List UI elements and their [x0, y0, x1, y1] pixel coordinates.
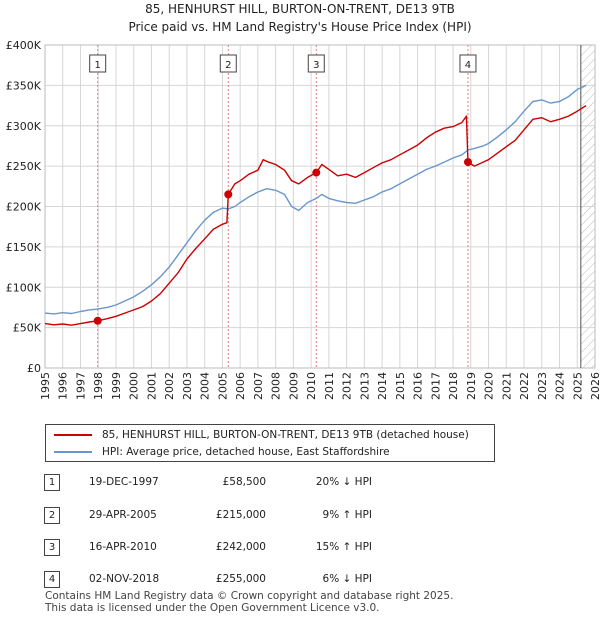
x-tick-label: 2006 [234, 372, 247, 400]
x-tick-label: 2023 [536, 372, 549, 400]
sale-number-box [89, 54, 107, 73]
transaction-price: £58,500 [222, 476, 266, 488]
x-tick-label: 2018 [447, 372, 460, 400]
transaction-hpi: 20% ↓ HPI [315, 476, 372, 488]
x-tick-label: 2011 [323, 372, 336, 400]
price-chart: £0 £50K £100K £150K £200K £250K £300K £350K £400… [6, 39, 600, 400]
table-row: 2 29-APR-2005 £215,000 9% ↑ HPI [0, 507, 600, 527]
y-tick-label: £0 [27, 362, 41, 375]
sale-point [93, 316, 102, 325]
transaction-price: £215,000 [215, 509, 266, 521]
x-tick-label: 2003 [181, 372, 194, 400]
sale-number-box [219, 54, 237, 73]
table-row: 4 02-NOV-2018 £255,000 6% ↓ HPI [0, 571, 600, 591]
x-tick-label: 2014 [376, 372, 389, 400]
y-tick-label: £300K [6, 120, 42, 133]
x-tick-label: 2004 [199, 372, 212, 400]
x-tick-label: 2010 [305, 372, 318, 400]
transaction-date: 19-DEC-1997 [89, 476, 159, 488]
hpi-series-line [44, 84, 587, 315]
legend-label-hpi: HPI: Average price, detached house, East… [102, 446, 390, 458]
transaction-number: 2 [44, 507, 60, 524]
plot-frame [44, 44, 596, 369]
x-tick-label: 2017 [429, 372, 442, 400]
table-row: 1 19-DEC-1997 £58,500 20% ↓ HPI [0, 474, 600, 494]
x-tick-label: 2001 [145, 372, 158, 400]
legend-swatch-hpi [54, 451, 92, 453]
footer-licence: This data is licensed under the Open Gov… [45, 602, 380, 614]
y-tick-label: £250K [6, 160, 42, 173]
transaction-date: 16-APR-2010 [89, 541, 157, 553]
transaction-hpi: 15% ↑ HPI [315, 541, 372, 553]
y-tick-label: £400K [6, 39, 42, 52]
x-tick-label: 2000 [128, 372, 141, 400]
x-tick-label: 2022 [518, 372, 531, 400]
x-tick-label: 2013 [358, 372, 371, 400]
legend-item-hpi: HPI: Average price, detached house, East… [54, 444, 390, 460]
x-tick-label: 1995 [39, 372, 52, 400]
legend: 85, HENHURST HILL, BURTON-ON-TRENT, DE13… [45, 424, 495, 462]
transaction-number: 1 [44, 474, 60, 491]
legend-item-price: 85, HENHURST HILL, BURTON-ON-TRENT, DE13… [54, 427, 469, 443]
chart-subtitle: Price paid vs. HM Land Registry's House … [128, 20, 472, 34]
x-tick-label: 2020 [483, 372, 496, 400]
transaction-number: 3 [44, 539, 60, 556]
y-tick-label: £150K [6, 241, 42, 254]
transaction-date: 29-APR-2005 [89, 509, 157, 521]
transaction-date: 02-NOV-2018 [89, 573, 160, 585]
x-tick-label: 2021 [500, 372, 513, 400]
chart-title: 85, HENHURST HILL, BURTON-ON-TRENT, DE13… [145, 2, 455, 16]
x-tick-label: 2005 [216, 372, 229, 400]
sale-point [463, 158, 472, 167]
x-tick-label: 2009 [287, 372, 300, 400]
x-tick-label: 2015 [394, 372, 407, 400]
sale-number-label: 1 [95, 60, 101, 71]
sale-number-box [307, 54, 325, 73]
x-tick-label: 2008 [270, 372, 283, 400]
x-tick-label: 1999 [110, 372, 123, 400]
x-tick-label: 2007 [252, 372, 265, 400]
x-tick-label: 1996 [57, 372, 70, 400]
legend-swatch-price [54, 434, 92, 436]
legend-label-price: 85, HENHURST HILL, BURTON-ON-TRENT, DE13… [102, 429, 469, 441]
y-tick-label: £100K [6, 281, 42, 294]
x-tick-label: 2012 [341, 372, 354, 400]
y-tick-label: £350K [6, 79, 42, 92]
sale-number-label: 2 [225, 60, 231, 71]
x-tick-label: 1998 [92, 372, 105, 400]
sale-number-box [459, 54, 477, 73]
x-tick-label: 2024 [554, 372, 567, 400]
x-tick-label: 2016 [412, 372, 425, 400]
sale-number-label: 3 [313, 60, 319, 71]
transaction-number: 4 [44, 571, 60, 588]
sale-point [224, 190, 233, 199]
y-tick-label: £200K [6, 201, 42, 214]
transaction-hpi: 6% ↓ HPI [322, 573, 372, 585]
sale-point [312, 168, 321, 177]
sale-number-label: 4 [465, 60, 471, 71]
x-tick-label: 2025 [571, 372, 584, 400]
transaction-price: £255,000 [215, 573, 266, 585]
price-series-line [44, 105, 587, 326]
y-tick-label: £50K [13, 322, 42, 335]
x-tick-label: 1997 [74, 372, 87, 400]
transaction-hpi: 9% ↑ HPI [322, 509, 372, 521]
x-tick-label: 2019 [465, 372, 478, 400]
footer-copyright: Contains HM Land Registry data © Crown c… [45, 590, 454, 602]
transaction-price: £242,000 [215, 541, 266, 553]
table-row: 3 16-APR-2010 £242,000 15% ↑ HPI [0, 539, 600, 559]
x-tick-label: 2002 [163, 372, 176, 400]
x-tick-label: 2026 [589, 372, 600, 400]
